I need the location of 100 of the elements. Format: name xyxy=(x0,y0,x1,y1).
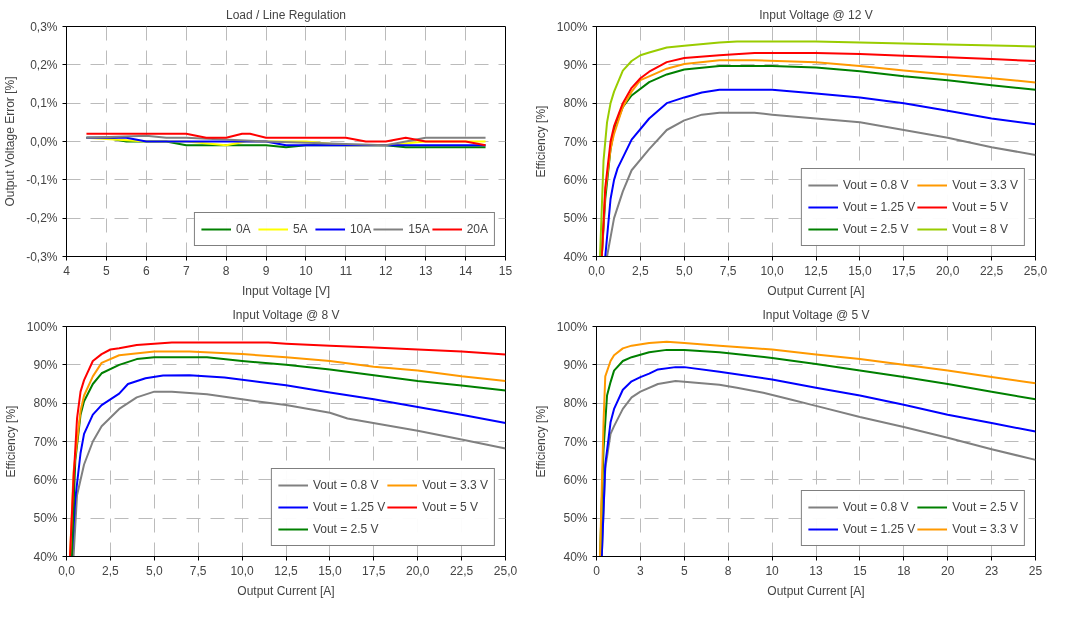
x-axis-title: Output Current [A] xyxy=(767,583,865,598)
y-tick-label: 80% xyxy=(563,96,588,111)
legend-label: Vout = 1.25 V xyxy=(842,522,916,536)
y-tick-label: 100% xyxy=(556,19,588,34)
x-tick-label: 20,0 xyxy=(936,263,960,278)
x-tick-label: 5 xyxy=(680,563,688,578)
x-tick-label: 13 xyxy=(809,563,823,578)
x-tick-label: 25,0 xyxy=(493,563,518,578)
legend-label: Vout = 3.3 V xyxy=(952,178,1018,192)
x-tick-label: 8 xyxy=(724,563,732,578)
legend-label: Vout = 1.25 V xyxy=(842,200,916,214)
y-tick-label: 80% xyxy=(33,396,58,411)
x-tick-label: 10 xyxy=(765,563,780,578)
x-tick-label: 25,0 xyxy=(1023,263,1048,278)
x-axis-title: Output Current [A] xyxy=(237,583,335,598)
y-tick-label: -0,1% xyxy=(26,172,58,187)
y-tick-label: 0,0% xyxy=(30,134,58,149)
y-tick-label: 50% xyxy=(33,511,58,526)
x-tick-label: 5,0 xyxy=(145,563,163,578)
chart-title: Input Voltage @ 5 V xyxy=(762,307,870,322)
y-tick-label: 90% xyxy=(563,357,588,372)
legend-label: Vout = 3.3 V xyxy=(422,478,488,492)
x-tick-label: 25 xyxy=(1028,563,1043,578)
x-tick-label: 12 xyxy=(379,263,393,278)
y-tick-label: 100% xyxy=(556,319,588,334)
y-tick-label: 40% xyxy=(563,249,588,264)
legend-label: 0A xyxy=(235,222,252,236)
legend-label: Vout = 5 V xyxy=(422,500,478,514)
legend-label: 5A xyxy=(292,222,309,236)
y-axis-title: Efficiency [%] xyxy=(533,105,548,178)
y-tick-label: 0,3% xyxy=(30,19,58,34)
x-tick-label: 15 xyxy=(498,263,513,278)
y-tick-label: 0,1% xyxy=(30,96,58,111)
x-tick-label: 10,0 xyxy=(230,563,255,578)
x-tick-label: 4 xyxy=(63,263,71,278)
x-tick-label: 17,5 xyxy=(362,563,386,578)
legend-label: 20A xyxy=(466,222,488,236)
legend-label: Vout = 0.8 V xyxy=(312,478,379,492)
x-axis-title: Input Voltage [V] xyxy=(241,283,331,298)
legend-label: Vout = 2.5 V xyxy=(842,222,909,236)
y-tick-label: 60% xyxy=(563,472,588,487)
x-tick-label: 17,5 xyxy=(892,263,916,278)
x-tick-label: 5,0 xyxy=(675,263,693,278)
x-tick-label: 2,5 xyxy=(102,563,120,578)
y-tick-label: 90% xyxy=(33,357,58,372)
y-tick-label: 70% xyxy=(563,434,588,449)
x-tick-label: 11 xyxy=(339,263,353,278)
y-tick-label: -0,3% xyxy=(26,249,58,264)
legend-label: Vout = 5 V xyxy=(952,200,1008,214)
x-tick-label: 0,0 xyxy=(58,563,76,578)
y-tick-label: 50% xyxy=(563,511,588,526)
legend-label: Vout = 2.5 V xyxy=(312,522,379,536)
y-tick-label: 70% xyxy=(563,134,588,149)
x-tick-label: 8 xyxy=(222,263,230,278)
legend-label: Vout = 2.5 V xyxy=(952,500,1018,514)
y-tick-label: 70% xyxy=(33,434,58,449)
y-tick-label: 40% xyxy=(33,549,58,564)
chart-title: Load / Line Regulation xyxy=(225,7,347,22)
x-tick-label: 10 xyxy=(299,263,313,278)
chart-title: Input Voltage @ 12 V xyxy=(759,7,873,22)
x-tick-label: 22,5 xyxy=(449,563,474,578)
chart-title: Input Voltage @ 8 V xyxy=(232,307,340,322)
x-tick-label: 13 xyxy=(419,263,433,278)
y-tick-label: 100% xyxy=(26,319,58,334)
x-tick-label: 6 xyxy=(142,263,150,278)
x-tick-label: 0,0 xyxy=(588,263,606,278)
y-axis-title: Efficiency [%] xyxy=(3,405,18,478)
x-tick-label: 22,5 xyxy=(979,263,1004,278)
x-tick-label: 9 xyxy=(262,263,270,278)
y-tick-label: 50% xyxy=(563,211,588,226)
x-tick-label: 12,5 xyxy=(804,263,828,278)
x-tick-label: 15,0 xyxy=(318,563,342,578)
x-tick-label: 14 xyxy=(458,263,473,278)
y-tick-label: 40% xyxy=(563,549,588,564)
x-tick-label: 3 xyxy=(637,563,645,578)
x-tick-label: 15,0 xyxy=(848,263,872,278)
legend-label: 15A xyxy=(408,222,430,236)
x-tick-label: 12,5 xyxy=(274,563,298,578)
y-tick-label: 60% xyxy=(33,472,58,487)
x-tick-label: 20,0 xyxy=(406,563,430,578)
x-tick-label: 7,5 xyxy=(189,563,207,578)
y-tick-label: -0,2% xyxy=(26,211,58,226)
y-tick-label: 90% xyxy=(563,57,588,72)
x-tick-label: 5 xyxy=(103,263,111,278)
legend-label: Vout = 0.8 V xyxy=(842,500,909,514)
x-tick-label: 23 xyxy=(984,563,999,578)
y-tick-label: 60% xyxy=(563,172,588,187)
y-tick-label: 80% xyxy=(563,396,588,411)
x-tick-label: 15 xyxy=(853,563,867,578)
legend-label: Vout = 8 V xyxy=(952,222,1008,236)
x-tick-label: 7,5 xyxy=(719,263,737,278)
legend-label: 10A xyxy=(349,222,372,236)
legend-label: Vout = 3.3 V xyxy=(952,522,1018,536)
legend-label: Vout = 0.8 V xyxy=(842,178,909,192)
y-axis-title: Output Voltage Error [%] xyxy=(3,76,18,207)
x-tick-label: 0 xyxy=(593,563,601,578)
y-tick-label: 0,2% xyxy=(30,57,58,72)
legend-label: Vout = 1.25 V xyxy=(312,500,386,514)
y-axis-title: Efficiency [%] xyxy=(533,405,548,478)
x-tick-label: 18 xyxy=(897,563,911,578)
